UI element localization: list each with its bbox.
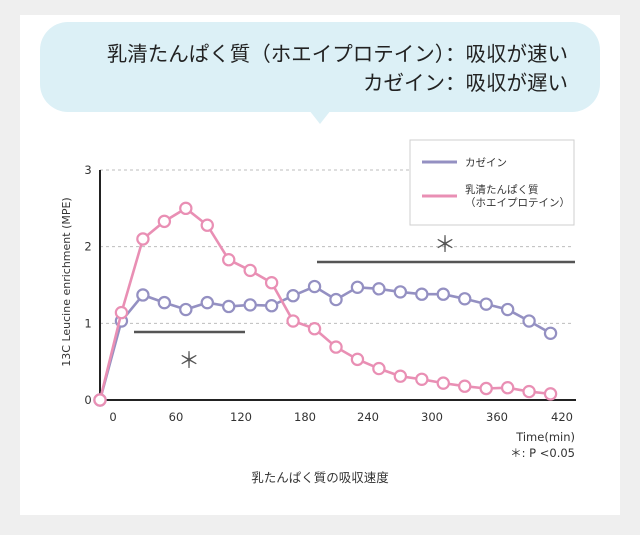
headline-line-2: カゼイン：吸収が遅い — [363, 71, 568, 95]
data-point — [243, 298, 257, 312]
legend-label: カゼイン — [465, 157, 507, 169]
bubble-tail — [309, 110, 331, 124]
chart-caption: 乳たんぱく質の吸収速度 — [251, 470, 389, 485]
significance-markers: ＊＊ — [134, 233, 575, 374]
legend-label: 乳清たんぱく質 — [465, 183, 539, 196]
data-point — [350, 352, 365, 367]
data-point — [543, 326, 558, 340]
x-tick-label: 300 — [421, 410, 443, 424]
data-point — [415, 372, 429, 386]
data-point — [264, 276, 279, 290]
data-point — [329, 292, 343, 307]
data-point — [200, 218, 214, 232]
data-point — [286, 314, 300, 328]
data-point — [222, 253, 236, 267]
data-point — [264, 299, 279, 313]
data-point — [136, 232, 150, 246]
data-point — [157, 295, 172, 310]
data-point — [329, 340, 343, 354]
x-tick-label: 60 — [169, 410, 184, 424]
data-point — [436, 287, 450, 301]
data-point — [200, 295, 214, 310]
data-point — [458, 292, 472, 306]
grid-lines — [100, 169, 572, 324]
data-point — [393, 369, 408, 383]
y-tick-label: 0 — [84, 393, 91, 407]
x-tick-label: 180 — [294, 410, 316, 424]
series-line-1 — [98, 206, 551, 401]
headline-line-1: 乳清たんぱく質（ホエイプロテイン）：吸収が速い — [106, 42, 568, 66]
tick-labels: 0 1 2 3 0 60 120 180 240 300 360 420 — [84, 163, 573, 424]
headline: 乳清たんぱく質（ホエイプロテイン）：吸収が速い カゼイン：吸収が遅い — [107, 40, 568, 98]
axes — [99, 170, 576, 401]
data-point — [458, 379, 472, 393]
data-point — [415, 287, 429, 301]
significance-asterisk-early: ＊ — [178, 349, 200, 374]
data-point — [286, 289, 300, 303]
y-tick-label: 2 — [84, 240, 91, 254]
legend-label: （ホエイプロテイン） — [465, 197, 570, 209]
data-point — [500, 381, 515, 395]
data-point — [222, 299, 236, 314]
data-point — [500, 302, 515, 317]
data-point — [522, 314, 536, 328]
y-tick-label: 1 — [84, 316, 91, 330]
significance-asterisk-late: ＊ — [434, 233, 456, 258]
data-point — [372, 282, 386, 296]
data-point — [393, 285, 408, 299]
data-point — [93, 393, 107, 407]
data-point — [136, 288, 150, 302]
series-group — [93, 201, 558, 407]
x-tick-label: 240 — [357, 410, 379, 424]
series-line-0 — [98, 285, 552, 401]
x-tick-label: 120 — [230, 410, 252, 424]
x-tick-label: 420 — [551, 410, 573, 424]
significance-note: ＊: P <0.05 — [510, 446, 575, 460]
y-axis-label: 13C Leucine enrichment (MPE) — [60, 197, 73, 366]
data-point — [307, 279, 322, 294]
data-point — [543, 387, 558, 401]
data-point — [350, 280, 365, 294]
data-point — [522, 384, 536, 399]
headline-bubble — [40, 22, 600, 112]
data-point — [157, 214, 172, 229]
x-axis-label: Time(min) — [515, 430, 575, 444]
data-point — [179, 201, 193, 216]
x-tick-label: 360 — [486, 410, 508, 424]
data-point — [479, 381, 493, 396]
legend-box — [409, 139, 575, 226]
x-tick-label: 0 — [109, 410, 116, 424]
data-point — [436, 376, 450, 390]
data-point — [179, 302, 193, 317]
data-point — [479, 297, 493, 311]
y-tick-label: 3 — [84, 163, 91, 177]
data-point — [372, 361, 386, 376]
data-point — [307, 322, 322, 336]
data-point — [114, 305, 129, 320]
data-point — [243, 263, 257, 278]
